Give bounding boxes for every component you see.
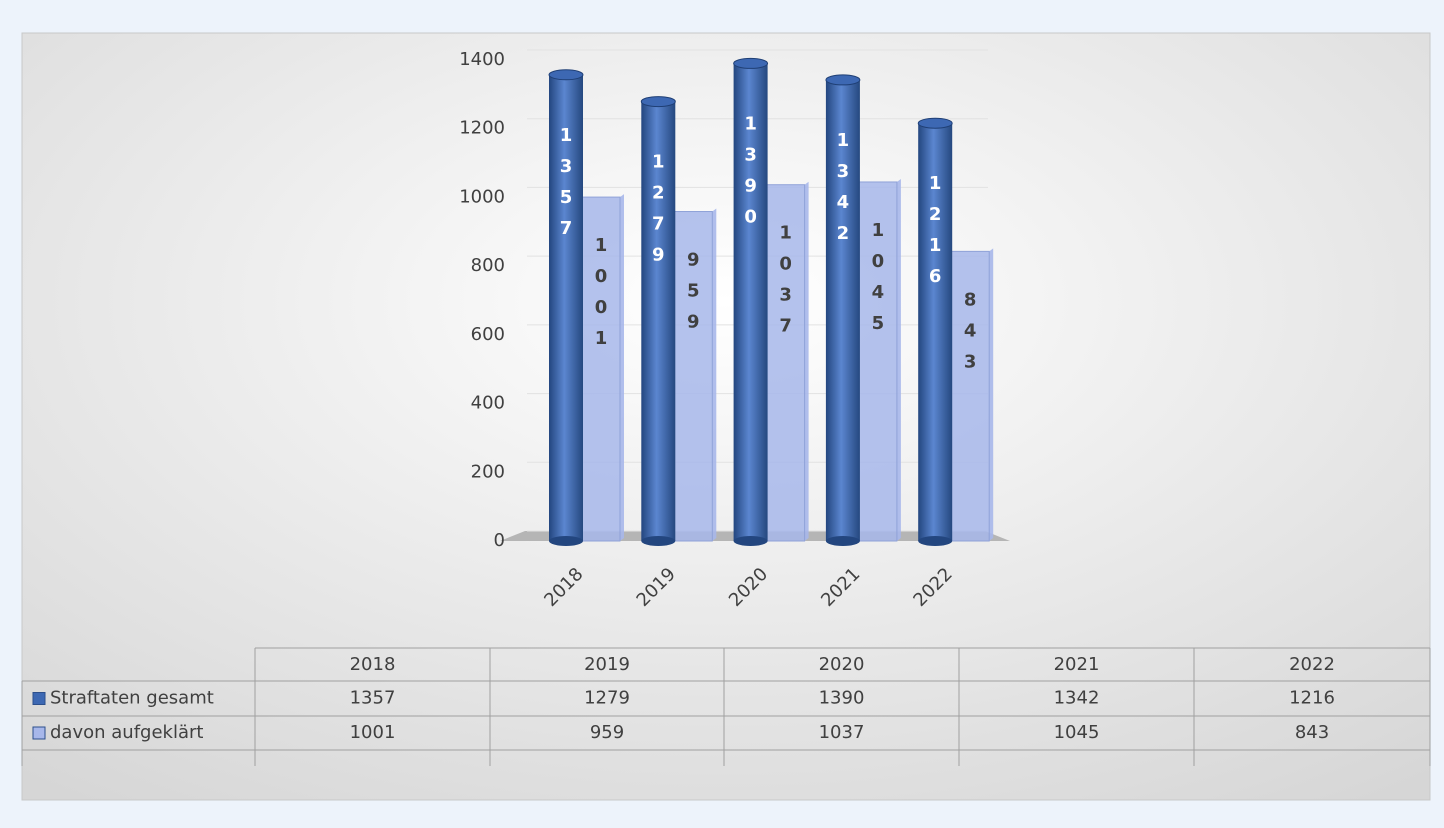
bar-side <box>896 178 901 542</box>
bar-base <box>825 536 860 546</box>
table-cell: 1342 <box>1054 688 1100 709</box>
table-header: 2021 <box>1054 654 1100 675</box>
legend-label: davon aufgeklärt <box>50 722 203 743</box>
y-tick-label: 1400 <box>459 49 505 70</box>
table-cell: 1045 <box>1054 722 1100 743</box>
legend-key <box>32 726 46 740</box>
bar-top <box>548 69 584 81</box>
value-label: 1390 <box>740 113 761 237</box>
value-label: 1037 <box>775 223 796 347</box>
legend-label: Straftaten gesamt <box>50 688 214 709</box>
bar <box>918 123 953 542</box>
bar <box>858 181 898 542</box>
table-header: 2019 <box>584 654 630 675</box>
y-tick-label: 600 <box>471 324 505 345</box>
table-cell: 959 <box>590 722 624 743</box>
y-tick-label: 0 <box>494 530 505 551</box>
bar-top <box>733 57 769 69</box>
value-label: 1001 <box>591 235 612 359</box>
bar-base <box>733 536 768 546</box>
bar-side <box>989 248 994 541</box>
bar-base <box>549 536 583 546</box>
value-label: 1279 <box>648 152 669 276</box>
value-label: 1045 <box>867 220 888 344</box>
table-header: 2022 <box>1289 654 1335 675</box>
legend-key <box>32 692 46 705</box>
y-tick-label: 800 <box>471 255 505 276</box>
bar <box>733 63 768 541</box>
table-header: 2018 <box>350 654 396 675</box>
value-label: 1342 <box>832 130 853 254</box>
bar <box>641 101 676 541</box>
bar-top <box>640 96 676 108</box>
table-cell: 1216 <box>1289 688 1335 709</box>
chart-panel <box>21 32 1431 801</box>
table-cell: 1279 <box>584 688 630 709</box>
y-tick-label: 1000 <box>459 186 505 207</box>
bar-side <box>620 194 624 541</box>
bar-top <box>825 74 861 86</box>
bar-base <box>918 536 953 546</box>
bar <box>950 250 990 542</box>
bar-side <box>804 181 809 541</box>
y-tick-label: 400 <box>471 393 505 414</box>
table-cell: 1357 <box>350 688 396 709</box>
value-label: 1216 <box>925 173 946 297</box>
value-label: 843 <box>960 289 981 382</box>
table-header: 2020 <box>819 654 865 675</box>
y-tick-label: 200 <box>471 461 505 482</box>
value-label: 1357 <box>556 125 577 249</box>
value-label: 959 <box>683 250 704 343</box>
y-tick-label: 1200 <box>459 118 505 139</box>
bar <box>825 79 860 542</box>
bar-top <box>917 117 953 129</box>
table-cell: 1037 <box>819 722 865 743</box>
table-cell: 843 <box>1295 722 1329 743</box>
bar-side <box>712 208 717 541</box>
bar <box>549 74 583 542</box>
table-cell: 1001 <box>350 722 396 743</box>
bar <box>581 196 621 542</box>
table-cell: 1390 <box>819 688 865 709</box>
bar-base <box>641 536 676 546</box>
